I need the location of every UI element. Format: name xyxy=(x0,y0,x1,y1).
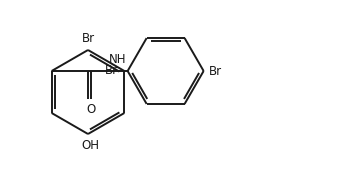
Text: Br: Br xyxy=(81,32,95,45)
Text: Br: Br xyxy=(105,63,118,77)
Text: O: O xyxy=(86,103,95,116)
Text: NH: NH xyxy=(109,53,126,66)
Text: OH: OH xyxy=(81,139,99,152)
Text: Br: Br xyxy=(209,65,222,78)
